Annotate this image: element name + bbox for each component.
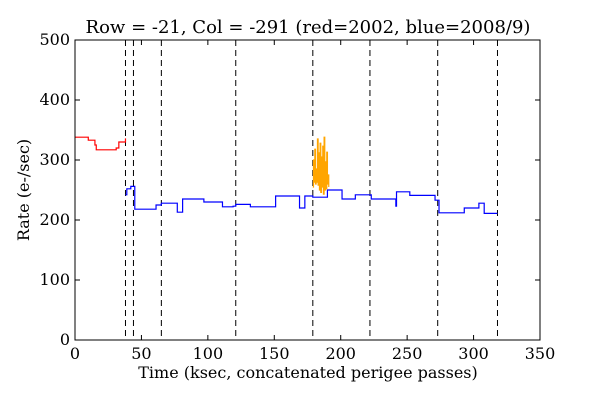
y-tick-label: 400 <box>39 90 70 109</box>
x-axis-ticks: 0 50 100 150 200 250 300 350 <box>70 40 555 363</box>
x-tick-label: 100 <box>193 344 224 363</box>
series-red-line <box>75 136 127 151</box>
y-tick-label: 500 <box>39 30 70 49</box>
x-tick-label: 50 <box>131 344 151 363</box>
y-tick-label: 300 <box>39 150 70 169</box>
x-tick-label: 300 <box>458 344 489 363</box>
y-tick-label: 200 <box>39 210 70 229</box>
plot-frame <box>74 39 541 341</box>
series-blue-line <box>125 185 498 214</box>
series-lines <box>75 136 498 214</box>
vertical-dashed-lines <box>124 40 498 340</box>
y-axis-label: Rate (e-/sec) <box>14 139 33 241</box>
x-tick-label: 200 <box>325 344 356 363</box>
series-orange-line <box>312 136 330 195</box>
x-axis-label: Time (ksec, concatenated perigee passes) <box>138 363 478 382</box>
y-axis-ticks: 0 100 200 300 400 500 <box>39 30 540 349</box>
y-tick-label: 0 <box>60 330 70 349</box>
y-tick-label: 100 <box>39 270 70 289</box>
chart-title: Row = -21, Col = -291 (red=2002, blue=20… <box>86 17 531 38</box>
x-tick-label: 150 <box>259 344 290 363</box>
x-tick-label: 0 <box>70 344 80 363</box>
x-tick-label: 350 <box>525 344 556 363</box>
x-tick-label: 250 <box>392 344 423 363</box>
